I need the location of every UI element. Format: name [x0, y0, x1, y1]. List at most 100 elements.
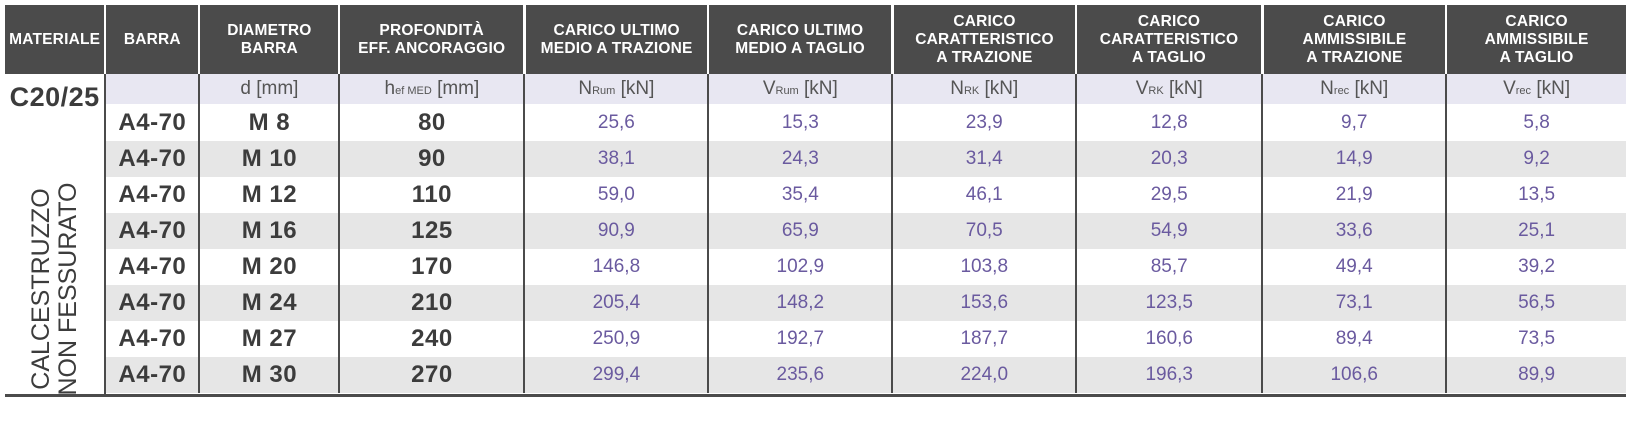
table-bottom-border — [5, 394, 1626, 397]
cell-vrum: 235,6 — [707, 357, 893, 393]
material-grade: C20/25 — [9, 82, 100, 112]
cell-barra: A4-70 — [104, 357, 200, 393]
unit-hef: hef MED [mm] — [338, 74, 525, 105]
cell-vrk: 85,7 — [1075, 249, 1263, 285]
cell-profondita: 240 — [338, 321, 525, 357]
table-row: A4-70 M 27 240 250,9 192,7 187,7 160,6 89,4 73,5 — [5, 321, 1626, 357]
cell-nrk: 187,7 — [891, 321, 1077, 357]
cell-vrum: 102,9 — [707, 249, 893, 285]
cell-nrec: 106,6 — [1261, 357, 1447, 393]
cell-nrec: 49,4 — [1261, 249, 1447, 285]
cell-vrec: 89,9 — [1445, 357, 1626, 393]
cell-vrk: 20,3 — [1075, 141, 1263, 177]
unit-vrum: VRum [kN] — [707, 74, 893, 105]
cell-vrec: 5,8 — [1445, 104, 1626, 141]
header-ammissibile-taglio: CARICO AMMISSIBILE A TAGLIO — [1445, 5, 1626, 74]
cell-vrk: 123,5 — [1075, 285, 1263, 321]
header-diametro: DIAMETRO BARRA — [198, 5, 340, 74]
anchor-load-table: MATERIALE BARRA DIAMETRO BARRA PROFONDITÀ… — [5, 5, 1626, 396]
cell-vrec: 73,5 — [1445, 321, 1626, 357]
table-row: A4-70 M 8 80 25,6 15,3 23,9 12,8 9,7 5,8 — [5, 104, 1626, 141]
header-carico-ultimo-trazione: CARICO ULTIMO MEDIO A TRAZIONE — [522, 5, 709, 74]
cell-barra: A4-70 — [104, 177, 200, 213]
cell-nrum: 299,4 — [523, 357, 709, 393]
cell-profondita: 170 — [338, 249, 525, 285]
cell-diametro: M 10 — [198, 141, 340, 177]
material-line-2: NON FESSURATO — [53, 182, 82, 396]
header-caratteristico-taglio: CARICO CARATTERISTICO A TAGLIO — [1075, 5, 1263, 74]
cell-vrum: 192,7 — [707, 321, 893, 357]
cell-vrec: 13,5 — [1445, 177, 1626, 213]
cell-vrk: 196,3 — [1075, 357, 1263, 393]
cell-nrk: 23,9 — [891, 104, 1077, 141]
units-row: C20/25 CALCESTRUZZO NON FESSURATO d [mm]… — [5, 74, 1626, 396]
cell-barra: A4-70 — [104, 321, 200, 357]
cell-vrec: 25,1 — [1445, 213, 1626, 249]
cell-vrk: 160,6 — [1075, 321, 1263, 357]
cell-profondita: 90 — [338, 141, 525, 177]
unit-vrec: Vrec [kN] — [1445, 74, 1626, 105]
cell-vrec: 39,2 — [1445, 249, 1626, 285]
cell-vrec: 56,5 — [1445, 285, 1626, 321]
header-materiale: MATERIALE — [5, 5, 106, 74]
cell-nrk: 70,5 — [891, 213, 1077, 249]
unit-nrec: Nrec [kN] — [1261, 74, 1447, 105]
cell-barra: A4-70 — [104, 141, 200, 177]
cell-vrk: 29,5 — [1075, 177, 1263, 213]
table-row: A4-70 M 12 110 59,0 35,4 46,1 29,5 21,9 13,5 — [5, 177, 1626, 213]
table-row: A4-70 M 20 170 146,8 102,9 103,8 85,7 49,4 39,2 — [5, 249, 1626, 285]
header-barra: BARRA — [104, 5, 200, 74]
cell-nrec: 89,4 — [1261, 321, 1447, 357]
cell-nrum: 25,6 — [523, 104, 709, 141]
cell-diametro: M 30 — [198, 357, 340, 393]
cell-nrk: 153,6 — [891, 285, 1077, 321]
cell-profondita: 125 — [338, 213, 525, 249]
unit-d: d [mm] — [198, 74, 340, 105]
cell-nrum: 205,4 — [523, 285, 709, 321]
unit-vrk: VRK [kN] — [1075, 74, 1263, 105]
material-cell: C20/25 CALCESTRUZZO NON FESSURATO — [5, 74, 106, 396]
header-carico-ultimo-taglio: CARICO ULTIMO MEDIO A TAGLIO — [707, 5, 893, 74]
cell-vrec: 9,2 — [1445, 141, 1626, 177]
table-row: A4-70 M 24 210 205,4 148,2 153,6 123,5 73,1 56,5 — [5, 285, 1626, 321]
header-ammissibile-trazione: CARICO AMMISSIBILE A TRAZIONE — [1260, 5, 1447, 74]
cell-barra: A4-70 — [104, 285, 200, 321]
cell-barra: A4-70 — [104, 104, 200, 141]
material-line-1: CALCESTRUZZO — [26, 188, 55, 390]
header-profondita: PROFONDITÀ EFF. ANCORAGGIO — [338, 5, 525, 74]
cell-nrum: 38,1 — [523, 141, 709, 177]
cell-nrk: 103,8 — [891, 249, 1077, 285]
cell-nrec: 73,1 — [1261, 285, 1447, 321]
cell-vrum: 24,3 — [707, 141, 893, 177]
cell-vrk: 54,9 — [1075, 213, 1263, 249]
cell-diametro: M 8 — [198, 104, 340, 141]
cell-profondita: 110 — [338, 177, 525, 213]
cell-profondita: 80 — [338, 104, 525, 141]
cell-diametro: M 20 — [198, 249, 340, 285]
cell-nrk: 46,1 — [891, 177, 1077, 213]
cell-diametro: M 24 — [198, 285, 340, 321]
cell-profondita: 210 — [338, 285, 525, 321]
cell-nrec: 33,6 — [1261, 213, 1447, 249]
table-row: A4-70 M 10 90 38,1 24,3 31,4 20,3 14,9 9,2 — [5, 141, 1626, 177]
cell-vrum: 65,9 — [707, 213, 893, 249]
cell-vrk: 12,8 — [1075, 104, 1263, 141]
cell-diametro: M 16 — [198, 213, 340, 249]
table-row: A4-70 M 16 125 90,9 65,9 70,5 54,9 33,6 25,1 — [5, 213, 1626, 249]
cell-nrec: 21,9 — [1261, 177, 1447, 213]
header-caratteristico-trazione: CARICO CARATTERISTICO A TRAZIONE — [890, 5, 1077, 74]
cell-nrum: 250,9 — [523, 321, 709, 357]
table-container: MATERIALE BARRA DIAMETRO BARRA PROFONDITÀ… — [5, 5, 1626, 397]
cell-nrum: 146,8 — [523, 249, 709, 285]
cell-nrum: 59,0 — [523, 177, 709, 213]
unit-nrk: NRK [kN] — [891, 74, 1077, 105]
material-description: CALCESTRUZZO NON FESSURATO — [26, 182, 82, 396]
cell-nrec: 9,7 — [1261, 104, 1447, 141]
cell-vrum: 148,2 — [707, 285, 893, 321]
cell-barra: A4-70 — [104, 213, 200, 249]
cell-nrk: 31,4 — [891, 141, 1077, 177]
header-row: MATERIALE BARRA DIAMETRO BARRA PROFONDITÀ… — [5, 5, 1626, 74]
table-row: A4-70 M 30 270 299,4 235,6 224,0 196,3 106,6 89,… — [5, 357, 1626, 393]
cell-vrum: 15,3 — [707, 104, 893, 141]
unit-barra — [104, 74, 200, 105]
